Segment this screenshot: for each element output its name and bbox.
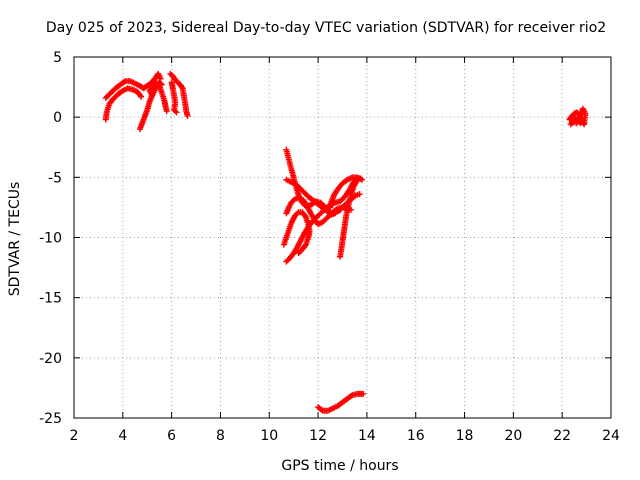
y-tick-label: -10 (39, 231, 62, 247)
x-tick-label: 8 (216, 428, 225, 444)
y-tick-label: 5 (53, 50, 62, 66)
x-tick-label: 22 (553, 428, 571, 444)
data-points (102, 70, 589, 414)
data-point (121, 78, 128, 85)
x-tick-label: 6 (167, 428, 176, 444)
data-point (577, 120, 584, 127)
x-axis-label: GPS time / hours (281, 458, 398, 474)
x-tick-label: 18 (456, 428, 474, 444)
data-point (318, 406, 325, 413)
data-point (178, 84, 185, 91)
y-tick-label: 0 (53, 110, 62, 126)
y-tick-label: -20 (39, 351, 62, 367)
data-point (290, 197, 297, 204)
x-tick-label: 20 (504, 428, 522, 444)
data-point (163, 108, 170, 115)
x-tick-label: 2 (70, 428, 79, 444)
data-point (155, 81, 162, 88)
plot-area-frame (73, 56, 612, 419)
y-axis-label: SDTVAR / TECUs (7, 182, 23, 297)
y-tick-label: -25 (39, 411, 62, 427)
data-point (301, 212, 308, 219)
data-point (359, 176, 366, 183)
data-point (351, 193, 358, 200)
data-point (184, 112, 191, 119)
y-tick-label: -15 (39, 291, 62, 307)
y-tick-label: -5 (48, 170, 62, 186)
chart-title: Day 025 of 2023, Sidereal Day-to-day VTE… (46, 20, 606, 36)
data-point (576, 118, 583, 125)
data-point (294, 210, 301, 217)
x-tick-label: 14 (358, 428, 376, 444)
x-tick-label: 4 (118, 428, 127, 444)
x-tick-label: 24 (602, 428, 620, 444)
data-point (137, 92, 144, 99)
data-point (356, 191, 363, 198)
x-tick-label: 12 (309, 428, 327, 444)
x-tick-label: 10 (260, 428, 278, 444)
data-point (173, 109, 180, 116)
data-point (296, 248, 303, 255)
data-point (360, 390, 367, 397)
data-point (172, 108, 179, 115)
x-tick-label: 16 (407, 428, 425, 444)
data-point (138, 93, 145, 100)
data-point (295, 250, 302, 257)
